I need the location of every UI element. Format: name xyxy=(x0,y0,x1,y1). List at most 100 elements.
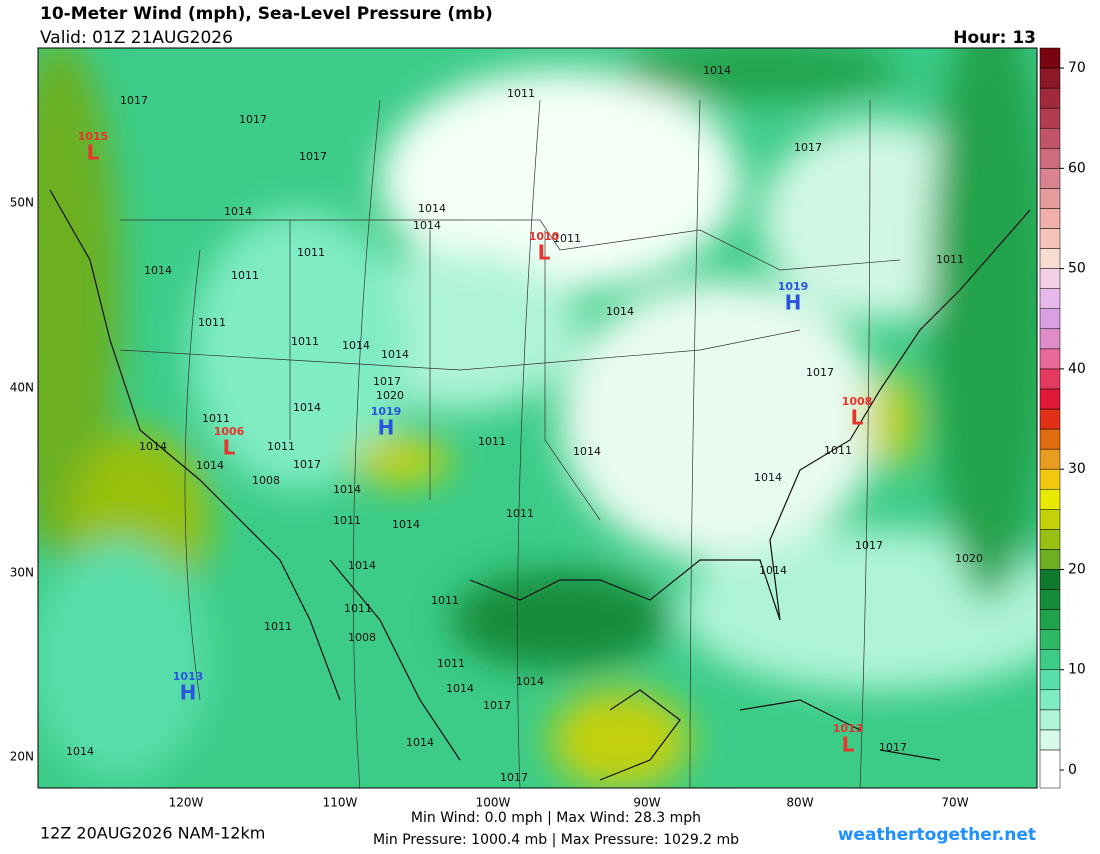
isobar-label: 1014 xyxy=(413,219,441,232)
colorbar-tick-label: 40 xyxy=(1068,361,1086,377)
colorbar-swatch xyxy=(1039,549,1061,570)
isobar-label: 1017 xyxy=(483,699,511,712)
isobar-label: 1020 xyxy=(955,552,983,565)
colorbar-swatch xyxy=(1039,428,1061,450)
isobar-label: 1011 xyxy=(936,253,964,266)
colorbar-tick-label: 50 xyxy=(1068,261,1086,277)
colorbar-swatch xyxy=(1039,127,1061,149)
isobar-label: 1011 xyxy=(344,602,372,615)
isobar-label: 1017 xyxy=(794,141,822,154)
colorbar-swatch xyxy=(1039,388,1061,410)
colorbar-tick-label: 60 xyxy=(1068,160,1086,176)
colorbar-swatch xyxy=(1039,749,1061,789)
isobar-label: 1011 xyxy=(478,435,506,448)
colorbar-swatch xyxy=(1039,609,1061,630)
colorbar-swatch xyxy=(1039,468,1061,490)
isobar-label: 1011 xyxy=(267,440,295,453)
isobar-label: 1011 xyxy=(437,657,465,670)
colorbar-swatch xyxy=(1039,228,1061,249)
colorbar-swatch xyxy=(1039,288,1061,309)
isobar-label: 1008 xyxy=(252,474,280,487)
colorbar-swatch xyxy=(1039,107,1061,129)
lat-label: 30N xyxy=(10,566,34,580)
isobar-label: 1014 xyxy=(392,518,420,531)
center-value: 1019 xyxy=(371,405,402,418)
model-run: 12Z 20AUG2026 NAM-12km xyxy=(40,824,265,843)
isobar-label: 1020 xyxy=(376,389,404,402)
isobar-label: 1011 xyxy=(506,507,534,520)
isobar-label: 1011 xyxy=(198,316,226,329)
colorbar-swatch xyxy=(1039,87,1061,109)
colorbar-swatch xyxy=(1039,408,1061,430)
center-value: 1006 xyxy=(214,425,245,438)
colorbar-tick-label: 30 xyxy=(1068,461,1086,477)
colorbar-swatch xyxy=(1039,488,1061,510)
isobar-label: 1014 xyxy=(144,264,172,277)
isobar-label: 1014 xyxy=(293,401,321,414)
lon-label: 80W xyxy=(786,796,813,810)
isobar-label: 1011 xyxy=(553,232,581,245)
colorbar-tick-label: 10 xyxy=(1068,662,1086,678)
colorbar-swatch xyxy=(1039,448,1061,470)
colorbar-swatch xyxy=(1039,709,1061,731)
colorbar-swatch xyxy=(1039,67,1061,89)
isobar-label: 1014 xyxy=(606,305,634,318)
colorbar-tick-label: 70 xyxy=(1068,60,1086,76)
isobar-label: 1014 xyxy=(418,202,446,215)
isobar-label: 1011 xyxy=(231,269,259,282)
center-letter: L xyxy=(842,733,855,757)
isobar-label: 1011 xyxy=(431,594,459,607)
colorbar-swatch xyxy=(1039,308,1061,330)
center-letter: L xyxy=(87,141,100,165)
colorbar-swatch xyxy=(1039,47,1061,69)
colorbar-swatch xyxy=(1039,729,1061,751)
lon-label: 110W xyxy=(323,796,358,810)
isobar-label: 1011 xyxy=(507,87,535,100)
isobar-label: 1017 xyxy=(806,366,834,379)
colorbar-tick-label: 0 xyxy=(1068,762,1077,778)
center-letter: H xyxy=(785,291,802,315)
isobar-label: 1014 xyxy=(196,459,224,472)
colorbar-swatch xyxy=(1039,689,1061,711)
colorbar-swatch xyxy=(1039,328,1061,350)
center-letter: L xyxy=(538,241,551,265)
isobar-label: 1011 xyxy=(333,514,361,527)
colorbar-swatch xyxy=(1039,529,1061,550)
colorbar-swatch xyxy=(1039,208,1061,229)
isobar-label: 1017 xyxy=(120,94,148,107)
lat-label: 50N xyxy=(10,196,34,210)
center-value: 1013 xyxy=(833,722,864,735)
isobar-label: 1011 xyxy=(824,444,852,457)
isobar-label: 1014 xyxy=(759,564,787,577)
colorbar-swatch xyxy=(1039,589,1061,610)
colorbar-tick-label: 20 xyxy=(1068,561,1086,577)
colorbar-swatch xyxy=(1039,168,1061,189)
center-value: 1019 xyxy=(778,280,809,293)
valid-time: Valid: 01Z 21AUG2026 xyxy=(40,28,233,48)
colorbar-swatch xyxy=(1039,669,1061,691)
colorbar-swatch xyxy=(1039,248,1061,269)
map-frame xyxy=(37,47,1038,789)
isobar-label: 1008 xyxy=(348,631,376,644)
wind-range: Min Wind: 0.0 mph | Max Wind: 28.3 mph xyxy=(411,810,701,826)
isobar-label: 1011 xyxy=(297,246,325,259)
isobar-label: 1017 xyxy=(500,771,528,784)
colorbar-swatch xyxy=(1039,268,1061,289)
pressure-range: Min Pressure: 1000.4 mb | Max Pressure: … xyxy=(373,832,739,848)
colorbar-swatch xyxy=(1039,629,1061,650)
center-letter: H xyxy=(378,416,395,440)
colorbar-swatch xyxy=(1039,509,1061,530)
lon-label: 70W xyxy=(941,796,968,810)
isobar-label: 1014 xyxy=(381,348,409,361)
center-letter: L xyxy=(223,436,236,460)
lon-label: 120W xyxy=(169,796,204,810)
isobar-label: 1014 xyxy=(139,440,167,453)
center-value: 1013 xyxy=(173,670,204,683)
center-value: 1015 xyxy=(78,130,109,143)
isobar-label: 1017 xyxy=(855,539,883,552)
colorbar-swatch xyxy=(1039,368,1061,390)
isobar-label: 1014 xyxy=(224,205,252,218)
lat-label: 20N xyxy=(10,750,34,764)
isobar-label: 1011 xyxy=(264,620,292,633)
